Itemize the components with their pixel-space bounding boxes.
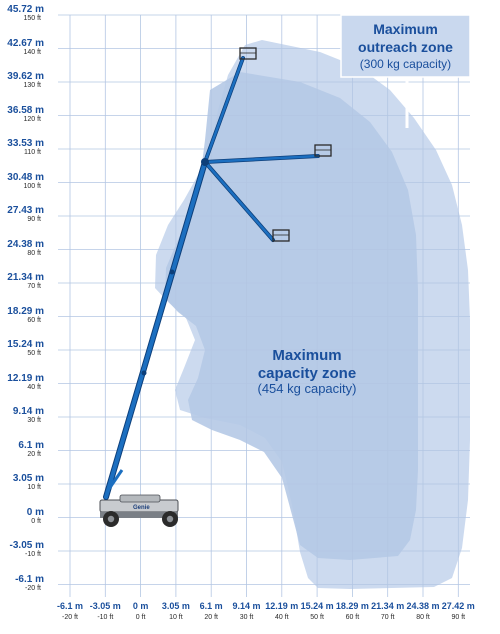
- platform-lowered: [272, 229, 290, 242]
- capacity-zone-title-line2: capacity zone: [257, 365, 357, 382]
- outreach-zone-callout-box: [340, 14, 471, 78]
- x-tick-metric: 3.05 m: [161, 601, 190, 611]
- y-tick-imperial: 50 ft: [27, 350, 41, 357]
- x-tick-metric: 18.29 m: [335, 601, 369, 611]
- capacity-zone-title-line1: Maximum: [272, 347, 342, 364]
- capacity-zone-area: [165, 72, 418, 560]
- y-tick-imperial: 10 ft: [27, 484, 41, 491]
- x-tick-metric: 9.14 m: [232, 601, 261, 611]
- y-tick-imperial: -20 ft: [25, 584, 41, 592]
- x-tick-metric: 24.38 m: [406, 601, 440, 611]
- jib-max-outreach: [203, 144, 332, 164]
- outreach-zone-title-line1: Maximum: [373, 21, 438, 37]
- machine-wheels: [103, 511, 178, 527]
- x-tick-imperial: 20 ft: [204, 614, 218, 621]
- y-tick-metric: 33.53 m: [7, 138, 44, 149]
- outreach-zone-capacity: (300 kg capacity): [359, 57, 452, 71]
- y-tick-metric: 30.48 m: [7, 171, 44, 183]
- y-tick-metric: 6.1 m: [18, 439, 44, 451]
- y-tick-metric: 12.19 m: [7, 372, 44, 384]
- y-tick-metric: 24.38 m: [7, 238, 44, 250]
- y-tick-metric: 27.43 m: [7, 205, 44, 216]
- y-tick-metric: 36.58 m: [7, 104, 44, 116]
- y-tick-imperial: 30 ft: [27, 417, 41, 424]
- outreach-zone-title-line2: outreach zone: [358, 39, 453, 55]
- y-tick-imperial: 130 ft: [23, 82, 41, 89]
- y-tick-metric: 42.67 m: [7, 37, 44, 49]
- y-tick-imperial: 40 ft: [27, 383, 41, 391]
- y-tick-metric: 39.62 m: [7, 71, 44, 82]
- y-tick-imperial: 150 ft: [23, 15, 41, 22]
- y-tick-imperial: 90 ft: [27, 216, 41, 223]
- x-tick-imperial: 30 ft: [239, 614, 254, 621]
- y-tick-metric: 18.29 m: [7, 305, 44, 317]
- y-tick-imperial: 110 ft: [24, 149, 41, 156]
- machine-chassis: Genie: [99, 494, 179, 518]
- platform-max-height: [239, 47, 257, 60]
- platform-max-outreach: [314, 144, 332, 157]
- brand-mark: Genie: [133, 505, 150, 511]
- jib-lowered: [203, 160, 290, 242]
- y-tick-imperial: 20 ft: [27, 450, 41, 458]
- x-tick-imperial: -10 ft: [97, 614, 114, 621]
- x-tick-imperial: 10 ft: [169, 614, 183, 621]
- y-tick-metric: 3.05 m: [12, 473, 44, 484]
- x-tick-metric: 0 m: [132, 601, 149, 611]
- y-tick-metric: -6.1 m: [15, 573, 44, 585]
- x-tick-imperial: 90 ft: [451, 614, 466, 621]
- y-tick-metric: 0 m: [26, 506, 44, 518]
- y-tick-metric: 9.14 m: [12, 406, 44, 417]
- y-tick-imperial: 70 ft: [27, 283, 41, 290]
- capacity-zone-capacity: (454 kg capacity): [257, 381, 357, 396]
- x-tick-imperial: 60 ft: [345, 614, 360, 621]
- x-tick-metric: 12.19 m: [265, 601, 299, 611]
- x-tick-metric: -6.1 m: [56, 601, 83, 611]
- x-tick-imperial: 40 ft: [274, 614, 289, 621]
- boom-pivot: [201, 158, 209, 166]
- x-tick-imperial: 70 ft: [380, 614, 395, 621]
- y-tick-metric: 21.34 m: [7, 272, 44, 283]
- x-tick-metric: 6.1 m: [199, 601, 223, 611]
- x-tick-metric: 21.34 m: [371, 601, 405, 611]
- y-tick-imperial: 100 ft: [23, 182, 41, 190]
- x-tick-imperial: -20 ft: [62, 614, 78, 621]
- y-tick-imperial: -10 ft: [25, 551, 41, 558]
- x-tick-imperial: 50 ft: [310, 614, 324, 621]
- y-tick-imperial: 120 ft: [23, 115, 41, 123]
- capacity-zone-title: Maximum capacity zone: [240, 347, 374, 383]
- jib-max-height: [203, 47, 257, 164]
- y-tick-imperial: 140 ft: [23, 48, 41, 56]
- y-tick-imperial: 60 ft: [27, 316, 41, 324]
- y-tick-imperial: 0 ft: [31, 517, 41, 525]
- main-boom: [103, 159, 208, 500]
- x-tick-imperial: 0 ft: [135, 614, 146, 621]
- y-tick-imperial: 80 ft: [27, 249, 41, 257]
- y-tick-metric: 15.24 m: [7, 339, 44, 350]
- x-tick-imperial: 80 ft: [416, 614, 430, 621]
- x-tick-metric: -3.05 m: [89, 601, 121, 611]
- x-tick-metric: 27.42 m: [441, 601, 475, 611]
- outreach-zone-title: Maximum outreach zone: [343, 20, 468, 56]
- y-tick-metric: 45.72 m: [7, 4, 44, 15]
- x-tick-metric: 15.24 m: [300, 601, 334, 611]
- y-tick-metric: -3.05 m: [9, 540, 44, 551]
